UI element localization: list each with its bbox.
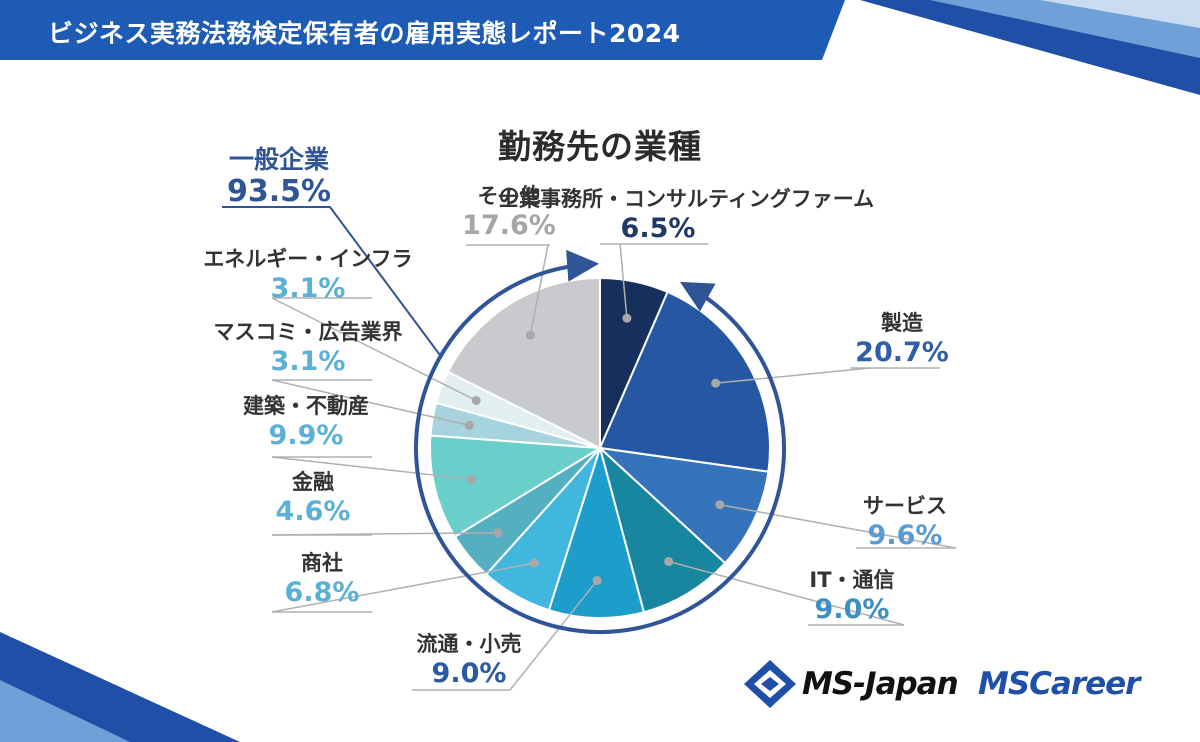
slice-value-0: 6.5% (620, 213, 696, 244)
leader-line-4 (509, 580, 598, 691)
slice-name-5: 商社 (301, 551, 343, 575)
slice-value-9: 3.1% (270, 273, 346, 304)
slice-dot-1 (711, 378, 721, 388)
slice-name-8: マスコミ・広告業界 (213, 320, 403, 344)
general-company-ring-arrow (414, 249, 786, 634)
slice-dot-10 (525, 330, 535, 340)
slice-name-4: 流通・小売 (416, 632, 522, 656)
slice-name-6: 金融 (292, 470, 334, 494)
slice-dot-7 (466, 474, 476, 484)
slice-name-1: 製造 (881, 311, 923, 335)
pie-slice-2 (596, 446, 770, 565)
leader-line-0 (619, 243, 628, 319)
slice-name-9: エネルギー・インフラ (203, 247, 413, 271)
leader-line-1 (715, 367, 871, 384)
slice-label-2: サービス 9.6% (745, 493, 1065, 553)
pie-slice-3 (598, 444, 727, 614)
ring-arrow-start (679, 281, 716, 312)
slice-dot-2 (715, 500, 725, 510)
corner-stripe-bottom-left-light (0, 680, 130, 742)
ms-career-logo: MSCareer (978, 666, 1140, 702)
ms-japan-logo: MS-Japan (742, 658, 959, 710)
slice-label-1: 製造 20.7% (742, 310, 1062, 370)
slice-dot-9 (471, 395, 481, 405)
slice-label-9: エネルギー・インフラ 3.1% (148, 246, 468, 306)
slice-name-7: 建築・不動産 (243, 394, 369, 418)
leader-line-2 (719, 503, 957, 549)
slice-dot-0 (622, 313, 632, 323)
slice-value-7: 9.9% (268, 420, 344, 451)
slice-dot-3 (664, 556, 674, 566)
slice-label-7: 建築・不動産 9.9% (146, 393, 466, 453)
title-banner (0, 0, 845, 60)
slice-value-5: 6.8% (284, 577, 360, 608)
chart-title: 勤務先の業種 (498, 127, 702, 166)
slice-value-1: 20.7% (855, 337, 949, 368)
leader-line-9 (271, 297, 477, 402)
corner-stripe-top-right-pale (1040, 0, 1200, 28)
slice-dot-8 (464, 420, 474, 430)
slice-dot-6 (493, 528, 503, 538)
slice-label-6: 金融 4.6% (153, 469, 473, 529)
summary-value: 93.5% (226, 174, 332, 209)
leader-line-7 (271, 456, 472, 480)
leader-line-8 (271, 379, 470, 427)
slice-label-10: その他 17.6% (349, 183, 669, 243)
slice-name-10: その他 (477, 184, 541, 208)
leader-line-10 (529, 244, 549, 336)
slice-name-0: 士業事務所・コンサルティングファーム (498, 187, 875, 211)
banner-title: ビジネス実務法務検定保有者の雇用実態レポート2024 (48, 19, 681, 48)
slice-label-8: マスコミ・広告業界 3.1% (148, 319, 468, 379)
slice-name-2: サービス (863, 494, 947, 518)
slice-label-4: 流通・小売 9.0% (309, 631, 629, 691)
slice-label-3: IT・通信 9.0% (692, 567, 1012, 627)
ms-japan-logo-text: MS-Japan (802, 666, 959, 702)
slice-label-5: 商社 6.8% (162, 550, 482, 610)
slice-label-0: 士業事務所・コンサルティングファーム 6.5% (498, 186, 875, 246)
slice-dot-5 (529, 558, 539, 568)
slice-value-6: 4.6% (275, 496, 351, 527)
slice-dot-4 (592, 576, 602, 586)
slice-value-3: 9.0% (814, 594, 890, 625)
slice-value-10: 17.6% (462, 210, 556, 241)
slice-name-3: IT・通信 (809, 568, 895, 592)
slice-value-4: 9.0% (431, 658, 507, 689)
summary-connector-line (222, 206, 442, 357)
general-company-summary: 一般企業 93.5% (214, 145, 344, 209)
ms-japan-logo-mark (744, 660, 796, 708)
summary-name: 一般企業 (228, 145, 329, 174)
pie-slice-4 (547, 444, 646, 619)
leader-line-5 (271, 562, 535, 613)
slice-value-2: 9.6% (867, 520, 943, 551)
slice-value-8: 3.1% (270, 346, 346, 377)
leader-line-3 (668, 560, 905, 626)
